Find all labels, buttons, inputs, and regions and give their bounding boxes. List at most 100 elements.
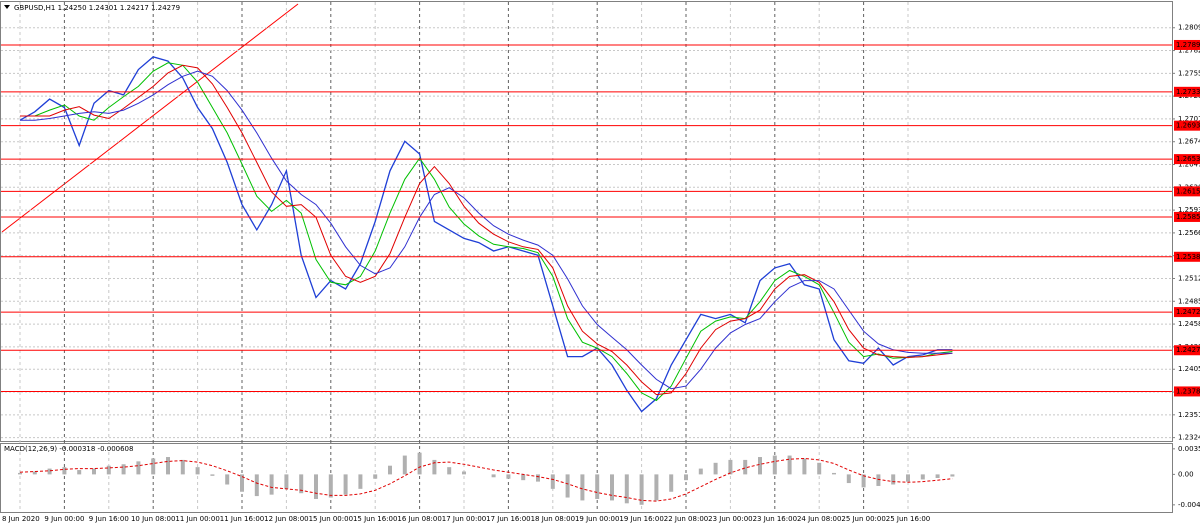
level-label: 1.25854 [1176, 213, 1200, 221]
y-tick-label: 1.27825 [1178, 47, 1200, 55]
macd-bar [787, 455, 792, 475]
macd-bar [654, 474, 659, 501]
y-tick-label: 0.00 [1178, 470, 1194, 478]
macd-bar [891, 474, 896, 485]
macd-bar [861, 474, 866, 488]
macd-bar [106, 465, 111, 475]
macd-bar [521, 474, 526, 481]
macd-bar [92, 468, 96, 475]
macd-bar [817, 462, 822, 475]
macd-bar [462, 471, 466, 475]
level-label: 1.26157 [1176, 187, 1200, 195]
macd-bar [195, 467, 200, 475]
level-label-box [1174, 386, 1200, 397]
level-label-box [1174, 211, 1200, 222]
y-tick-label: 1.24585 [1178, 320, 1200, 328]
macd-bar [166, 457, 170, 475]
level-label: 1.24275 [1176, 346, 1200, 354]
macd-bar [18, 472, 22, 475]
y-tick-label: -0.004211 [1178, 501, 1200, 509]
x-tick-label: 19 Jun 16:00 [619, 515, 663, 523]
y-tick-label: 1.25935 [1178, 206, 1200, 214]
x-tick-label: 11 Jun 16:00 [220, 515, 264, 523]
macd-title: MACD(12,26,9) -0.000318 -0.000608 [4, 445, 133, 453]
macd-bar [639, 474, 644, 505]
x-tick-label: 22 Jun 08:00 [664, 515, 708, 523]
macd-bar [550, 474, 555, 489]
level-label-box [1174, 39, 1200, 50]
macd-bar [906, 474, 910, 482]
x-tick-label: 11 Jun 00:00 [175, 515, 219, 523]
macd-bar [299, 474, 304, 494]
macd-bar [580, 474, 585, 501]
series-line [20, 70, 953, 390]
trend-line [1, 3, 299, 233]
y-tick-label: 1.23510 [1178, 411, 1200, 419]
macd-bar [698, 468, 703, 475]
x-tick-label: 25 Jun 00:00 [841, 515, 885, 523]
y-tick-label: 0.003532 [1178, 445, 1200, 453]
macd-bar [610, 474, 614, 501]
macd-bar [77, 470, 82, 475]
macd-bar [136, 461, 141, 475]
x-tick-label: 12 Jun 08:00 [264, 515, 308, 523]
level-label: 1.27336 [1176, 88, 1200, 96]
x-tick-label: 23 Jun 00:00 [708, 515, 752, 523]
x-tick-label: 9 Jun 16:00 [89, 515, 129, 523]
y-tick-label: 1.24855 [1178, 297, 1200, 305]
macd-bar [713, 462, 718, 475]
macd-bar [47, 468, 52, 475]
macd-bar [269, 474, 274, 495]
macd-bar [728, 459, 733, 475]
macd-bar [832, 472, 836, 475]
macd-bar [802, 458, 807, 475]
macd-bar [491, 474, 496, 478]
macd-bar [328, 474, 333, 498]
x-tick-label: 15 Jun 00:00 [309, 515, 353, 523]
x-tick-label: 16 Jun 08:00 [397, 515, 441, 523]
y-tick-label: 1.27555 [1178, 69, 1200, 77]
macd-bar [506, 474, 511, 479]
x-tick-label: 17 Jun 00:00 [442, 515, 486, 523]
x-tick-label: 10 Jun 08:00 [131, 515, 175, 523]
x-tick-label: 9 Jun 00:00 [44, 515, 84, 523]
macd-bar [225, 474, 230, 485]
macd-bar [402, 455, 407, 475]
y-tick-label: 1.26475 [1178, 161, 1200, 169]
macd-bar [32, 471, 37, 475]
macd-bar [210, 474, 215, 476]
y-tick-label: 1.25665 [1178, 229, 1200, 237]
level-label: 1.25382 [1176, 253, 1200, 261]
series-line [20, 62, 953, 402]
x-tick-label: 8 Jun 2020 [2, 515, 40, 523]
macd-bar [595, 474, 600, 499]
macd-bar [343, 474, 348, 495]
y-tick-label: 1.24050 [1178, 365, 1200, 373]
macd-bar [950, 474, 955, 477]
macd-bar [876, 474, 881, 486]
macd-bar [743, 459, 748, 475]
series-line [20, 64, 953, 396]
level-label-box [1174, 186, 1200, 197]
macd-bar [565, 474, 570, 498]
y-tick-label: 1.28095 [1178, 24, 1200, 32]
level-label-box [1174, 154, 1200, 165]
x-tick-label: 15 Jun 16:00 [353, 515, 397, 523]
macd-bar [772, 455, 777, 475]
macd-bar [121, 464, 126, 475]
level-label-box [1174, 86, 1200, 97]
x-tick-label: 18 Jun 08:00 [531, 515, 575, 523]
main-panel [0, 1, 1173, 442]
macd-bar [180, 459, 185, 475]
menu-arrow [4, 5, 10, 9]
x-tick-label: 19 Jun 00:00 [575, 515, 619, 523]
level-label-box [1174, 307, 1200, 318]
macd-bar [62, 467, 67, 475]
y-tick-label: 1.26745 [1178, 138, 1200, 146]
chart-title: GBPUSD,H1 1.24250 1.24301 1.24217 1.2427… [14, 4, 180, 12]
y-tick-label: 1.25125 [1178, 274, 1200, 282]
macd-bar [624, 474, 629, 504]
macd-bar [314, 474, 318, 499]
macd-bar [920, 474, 925, 480]
